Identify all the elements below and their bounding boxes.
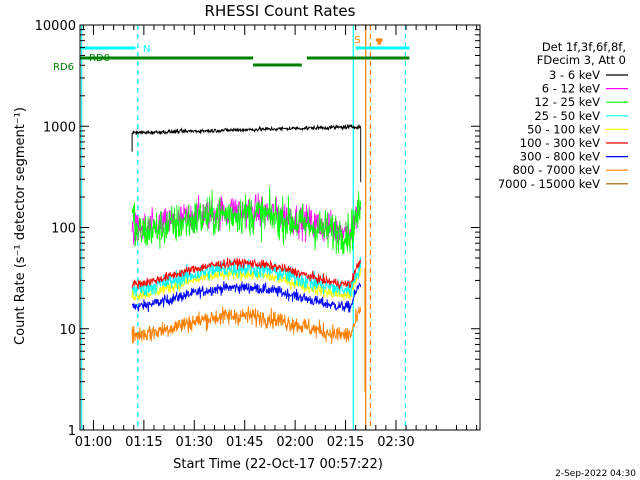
flag-bars: N S RD6 RD0	[53, 35, 410, 73]
y-tick-label-10000: 10000	[35, 19, 76, 34]
chart-title: RHESSI Count Rates	[205, 2, 356, 20]
flag-label-rd6: RD6	[53, 62, 74, 73]
flag-label-rd0: RD0	[89, 53, 110, 64]
series-line-3-6keV	[131, 123, 362, 183]
x-tick-label-01:00: 01:00	[75, 435, 112, 450]
legend-label-7000-15000keV: 7000 - 15000 keV	[498, 177, 600, 191]
x-axis-label: Start Time (22-Oct-17 00:57:22)	[173, 457, 383, 472]
series-line-800-7000keV	[131, 306, 362, 345]
flag-label-n: N	[143, 44, 150, 55]
series-line-100-300keV	[131, 257, 362, 291]
series-traces	[131, 123, 366, 392]
series-line-300-800keV	[131, 281, 362, 313]
y-axis-label: Count Rate (s⁻¹ detector segment⁻¹)	[13, 107, 28, 345]
x-tick-label-01:45: 01:45	[226, 435, 263, 450]
legend-label-800-7000keV: 800 - 7000 keV	[512, 163, 600, 177]
flag-label-s: S	[354, 35, 360, 46]
legend: Det 1f,3f,6f,8f, FDecim 3, Att 0 3 - 6 k…	[498, 40, 628, 191]
legend-label-300-800keV: 300 - 800 keV	[520, 150, 600, 164]
legend-label-25-50keV: 25 - 50 keV	[534, 109, 600, 123]
legend-header-line-1: Det 1f,3f,6f,8f,	[542, 40, 626, 54]
x-tick-label-02:30: 02:30	[377, 435, 414, 450]
legend-label-6-12keV: 6 - 12 keV	[542, 82, 600, 96]
x-tick-label-02:15: 02:15	[327, 435, 364, 450]
x-tick-label-01:15: 01:15	[125, 435, 162, 450]
legend-label-100-300keV: 100 - 300 keV	[520, 136, 600, 150]
x-tick-label-02:00: 02:00	[276, 435, 313, 450]
y-tick-label-1: 1	[68, 424, 76, 439]
y-tick-label-100: 100	[51, 222, 76, 237]
series-line-12-25keV	[131, 186, 362, 255]
footer-date: 2-Sep-2022 04:30	[555, 469, 636, 479]
y-tick-label-1000: 1000	[43, 120, 76, 135]
y-tick-label-10: 10	[59, 323, 76, 338]
legend-label-12-25keV: 12 - 25 keV	[534, 95, 600, 109]
series-line-25-50keV	[131, 256, 362, 297]
x-tick-label-01:30: 01:30	[176, 435, 213, 450]
series-line-6-12keV	[131, 192, 362, 247]
legend-label-50-100keV: 50 - 100 keV	[527, 122, 600, 136]
legend-label-3-6keV: 3 - 6 keV	[549, 68, 600, 82]
legend-header-line-2: FDecim 3, Att 0	[537, 53, 626, 67]
axes: 1 10 100 1000 10000 01:00 01:15 01:30 01:45 02:00…	[35, 19, 481, 450]
